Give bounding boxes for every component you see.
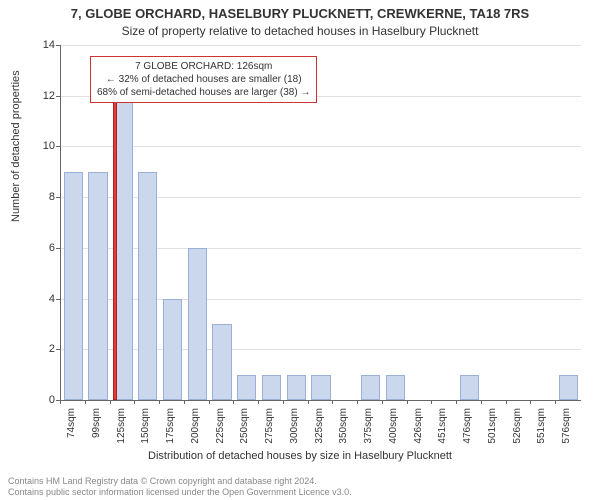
x-tick-label: 400sqm [388,408,399,458]
x-tick-label: 275sqm [264,408,275,458]
x-tick [85,400,86,404]
bar [212,324,231,400]
x-tick [209,400,210,404]
x-tick-label: 476sqm [462,408,473,458]
y-tick-label: 6 [25,242,55,254]
x-tick-label: 175sqm [165,408,176,458]
x-tick [431,400,432,404]
bar [88,172,107,400]
x-tick-label: 300sqm [289,408,300,458]
x-tick [382,400,383,404]
x-tick [308,400,309,404]
y-tick-label: 10 [25,140,55,152]
y-tick [56,299,60,300]
x-tick [233,400,234,404]
x-tick [456,400,457,404]
x-tick-label: 350sqm [338,408,349,458]
bar [163,299,182,400]
footer-line1: Contains HM Land Registry data © Crown c… [8,476,352,487]
x-tick-label: 250sqm [239,408,250,458]
x-tick-label: 501sqm [487,408,498,458]
x-tick-label: 200sqm [190,408,201,458]
y-tick-label: 2 [25,343,55,355]
chart-title-line1: 7, GLOBE ORCHARD, HASELBURY PLUCKNETT, C… [0,6,600,21]
annotation-line3: 68% of semi-detached houses are larger (… [97,86,310,99]
bar [361,375,380,400]
x-tick [530,400,531,404]
y-tick-label: 12 [25,90,55,102]
y-tick-label: 14 [25,39,55,51]
grid-line [61,146,581,147]
x-axis-label: Distribution of detached houses by size … [0,450,600,462]
bar [386,375,405,400]
y-tick [56,197,60,198]
x-tick [555,400,556,404]
grid-line [61,45,581,46]
x-tick [60,400,61,404]
bar [287,375,306,400]
x-tick [481,400,482,404]
x-tick-label: 74sqm [66,408,77,458]
y-tick-label: 4 [25,293,55,305]
bar [311,375,330,400]
x-tick [134,400,135,404]
x-tick [184,400,185,404]
y-tick-label: 8 [25,191,55,203]
x-tick-label: 551sqm [536,408,547,458]
x-tick [258,400,259,404]
x-tick-label: 325sqm [314,408,325,458]
x-tick [357,400,358,404]
bar [559,375,578,400]
chart-container: 7, GLOBE ORCHARD, HASELBURY PLUCKNETT, C… [0,0,600,500]
y-axis-label: Number of detached properties [10,70,22,222]
y-tick [56,45,60,46]
x-tick-label: 99sqm [91,408,102,458]
x-tick-label: 426sqm [413,408,424,458]
footer-line2: Contains public sector information licen… [8,487,352,498]
bar [64,172,83,400]
x-tick [159,400,160,404]
footer: Contains HM Land Registry data © Crown c… [8,476,352,498]
x-tick-label: 150sqm [140,408,151,458]
x-tick [407,400,408,404]
chart-title-line2: Size of property relative to detached ho… [0,24,600,38]
highlight-bar [113,96,117,400]
x-tick [506,400,507,404]
x-tick-label: 225sqm [215,408,226,458]
y-tick [56,349,60,350]
bar [188,248,207,400]
x-tick-label: 375sqm [363,408,374,458]
annotation-line1: 7 GLOBE ORCHARD: 126sqm [97,60,310,73]
x-tick [332,400,333,404]
annotation-line2: ← 32% of detached houses are smaller (18… [97,73,310,86]
x-tick [283,400,284,404]
y-tick [56,96,60,97]
x-tick [110,400,111,404]
y-tick [56,146,60,147]
bar [138,172,157,400]
bar [460,375,479,400]
annotation-box: 7 GLOBE ORCHARD: 126sqm ← 32% of detache… [90,56,317,103]
bar [262,375,281,400]
y-tick [56,248,60,249]
y-tick-label: 0 [25,394,55,406]
x-tick-label: 526sqm [512,408,523,458]
x-tick-label: 451sqm [437,408,448,458]
bar [237,375,256,400]
x-tick-label: 125sqm [116,408,127,458]
x-tick-label: 576sqm [561,408,572,458]
